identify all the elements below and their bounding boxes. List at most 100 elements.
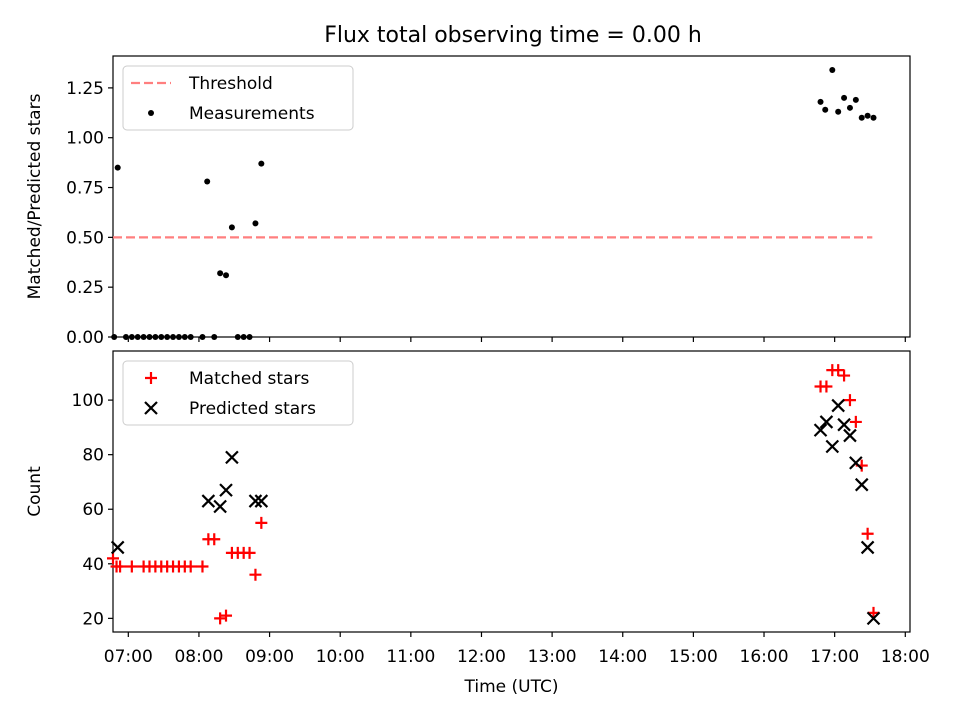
measurement-point (841, 94, 848, 101)
matched-stars-point (838, 369, 851, 382)
predicted-stars-point (219, 483, 233, 497)
predicted-stars-point (813, 423, 828, 437)
predicted-stars-point (837, 417, 851, 432)
x-tick-label: 11:00 (386, 647, 435, 667)
measurement-point (146, 334, 153, 340)
matched-stars-point (107, 552, 119, 565)
matched-stars-point (255, 516, 268, 529)
predicted-stars-point (213, 499, 227, 514)
measurement-point (846, 104, 853, 111)
matched-stars-point (249, 568, 262, 581)
legend-predicted-swatch (144, 401, 158, 415)
measurement-point (134, 334, 141, 340)
measurement-point (858, 114, 865, 121)
predicted-stars-point (860, 540, 875, 555)
y-tick-label: 100 (72, 391, 104, 411)
measurement-point (252, 220, 259, 227)
x-tick-label: 12:00 (457, 647, 506, 667)
predicted-stars-point (225, 450, 239, 465)
predicted-stars-point (819, 415, 834, 429)
y-tick-label: 1.00 (66, 129, 104, 149)
x-tick-label: 18:00 (881, 647, 930, 667)
measurement-point (234, 334, 241, 340)
measurement-point (864, 112, 871, 119)
predicted-stars-point (854, 477, 869, 492)
x-tick-label: 09:00 (245, 647, 294, 667)
figure-title: Flux total observing time = 0.00 h (324, 23, 702, 48)
measurement-point (122, 334, 129, 340)
matched-stars-point (849, 415, 862, 428)
y-tick-label: 0.75 (66, 179, 104, 199)
measurement-point (128, 334, 135, 340)
measurement-point (152, 334, 159, 340)
measurement-point (829, 66, 836, 73)
measurement-point (852, 96, 859, 103)
matched-stars-point (208, 533, 221, 546)
predicted-stars-point (849, 456, 863, 470)
measurement-point (211, 334, 218, 340)
matched-stars-point (214, 612, 227, 625)
measurement-point (817, 98, 824, 105)
matched-stars-point (114, 560, 127, 573)
measurement-point (835, 108, 842, 115)
y-axis-label: Count (25, 466, 45, 517)
matched-stars-point (820, 380, 833, 393)
x-tick-label: 08:00 (174, 647, 223, 667)
top-panel: 0.00 0.25 0.50 0.75 1.00 1.25 Matched/Predicte… (25, 55, 911, 348)
x-tick-label: 15:00 (669, 647, 718, 667)
y-tick-label: 40 (82, 555, 104, 575)
x-axis-label: Time (UTC) (464, 677, 559, 697)
matched-stars-point (220, 609, 233, 622)
predicted-stars-point (843, 428, 857, 443)
bottom-panel: 20 40 60 80 100 07:00 08:00 09:00 10:00 11:00 12:0… (25, 350, 930, 697)
matched-stars-point (832, 364, 845, 377)
measurement-point (240, 334, 247, 340)
y-tick-label: 20 (82, 609, 104, 629)
predicted-stars-point (254, 494, 269, 508)
measurement-point (258, 160, 265, 167)
measurement-point (187, 334, 194, 340)
legend-label: Predicted stars (189, 399, 316, 419)
x-tick-label: 10:00 (316, 647, 365, 667)
measurement-point (140, 334, 147, 340)
matched-stars-point (196, 560, 209, 573)
legend-matched-swatch (145, 372, 157, 384)
measurement-point (111, 334, 118, 340)
predicted-stars-point (201, 494, 216, 508)
legend-box (122, 65, 354, 131)
measurement-point (164, 334, 171, 340)
predicted-stars-point (110, 540, 125, 555)
measurement-point (158, 334, 165, 340)
measurement-point (822, 106, 829, 113)
legend-label: Matched stars (189, 369, 309, 389)
measurement-point (223, 272, 230, 279)
plot-frame (112, 350, 911, 633)
measurement-point (870, 114, 877, 121)
measurement-point (228, 224, 235, 231)
matched-stars-point (843, 394, 856, 407)
predicted-stars-point (825, 439, 840, 454)
measurement-point (199, 334, 206, 340)
y-tick-label: 0.00 (66, 328, 104, 348)
measurement-point (204, 178, 211, 185)
legend-label: Threshold (188, 74, 273, 94)
measurement-point (181, 334, 188, 340)
y-tick-label: 80 (82, 446, 104, 466)
measurement-point (175, 334, 182, 340)
predicted-stars-point (248, 494, 263, 508)
measurement-point (217, 270, 224, 277)
predicted-stars-point (831, 398, 845, 413)
matched-stars-point (243, 546, 256, 559)
y-tick-label: 0.25 (66, 278, 104, 298)
measurement-point (114, 164, 121, 171)
x-tick-label: 13:00 (528, 647, 577, 667)
x-tick-label: 17:00 (810, 647, 859, 667)
legend-box (122, 360, 354, 426)
measurement-point (246, 334, 253, 340)
predicted-stars-point (866, 611, 881, 626)
y-tick-label: 1.25 (66, 79, 104, 99)
x-tick-label: 14:00 (598, 647, 647, 667)
legend-measurements-swatch (148, 110, 154, 116)
plot-frame (112, 55, 911, 338)
